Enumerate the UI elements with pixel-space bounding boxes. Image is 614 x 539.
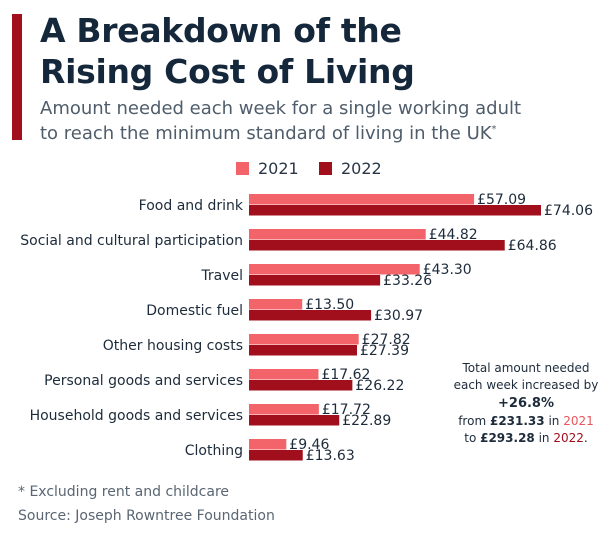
legend-swatch-2021 (236, 161, 249, 175)
data-label-2021-household-goods-and-services: £17.72 (322, 402, 371, 418)
data-label-2021-travel: £43.30 (423, 262, 472, 278)
data-label-2022-travel: £33.26 (383, 273, 432, 289)
annotation-in-word-b: in (538, 431, 550, 445)
annotation-to-line: to £293.28 in 2022. (443, 430, 609, 447)
annotation-from-value: £231.33 (489, 414, 545, 428)
bar-2022-personal-goods-and-services (249, 380, 353, 391)
bar-2022-household-goods-and-services (249, 415, 340, 426)
data-label-2021-food-and-drink: £57.09 (477, 192, 526, 208)
bar-2021-household-goods-and-services (249, 404, 319, 415)
bar-2021-domestic-fuel (249, 299, 303, 310)
subtitle-line-2: to reach the minimum standard of living … (40, 121, 600, 146)
subtitle-line-2-text: to reach the minimum standard of living … (40, 123, 492, 144)
data-label-2022-household-goods-and-services: £22.89 (342, 413, 391, 429)
data-label-2022-clothing: £13.63 (306, 448, 355, 464)
title-line-2: Rising Cost of Living (40, 52, 415, 91)
annotation-to-word: to (464, 431, 477, 445)
bar-2022-travel (249, 275, 381, 286)
legend-label-2021: 2021 (258, 158, 299, 178)
data-label-2021-social-and-cultural-participation: £44.82 (429, 227, 478, 243)
bar-2022-clothing (249, 450, 303, 461)
annotation-period: . (583, 431, 588, 445)
bar-2022-domestic-fuel (249, 310, 372, 321)
category-label-other-housing-costs: Other housing costs (103, 338, 243, 354)
legend-item-2022: 2022 (319, 158, 382, 178)
total-increase-annotation: Total amount needed each week increased … (443, 360, 609, 447)
bar-2021-clothing (249, 439, 287, 450)
data-label-2022-personal-goods-and-services: £26.22 (355, 378, 404, 394)
annotation-line-2: each week increased by (453, 378, 599, 392)
source-credit: Source: Joseph Rowntree Foundation (18, 508, 275, 524)
footnote: * Excluding rent and childcare (18, 484, 230, 500)
data-label-2021-domestic-fuel: £13.50 (305, 297, 354, 313)
category-label-domestic-fuel: Domestic fuel (146, 303, 243, 319)
legend-label-2022: 2022 (341, 158, 382, 178)
annotation-from-word: from (458, 414, 487, 428)
annotation-year-2021: 2021 (563, 414, 594, 428)
title-line-1: A Breakdown of the (40, 11, 402, 50)
bar-2022-other-housing-costs (249, 345, 357, 356)
legend-swatch-2022 (319, 161, 332, 175)
annotation-from-line: from £231.33 in 2021 (443, 413, 609, 430)
bar-2021-other-housing-costs (249, 334, 359, 345)
category-label-clothing: Clothing (185, 443, 243, 459)
data-label-2022-domestic-fuel: £30.97 (374, 308, 423, 324)
chart-title: A Breakdown of the Rising Cost of Living (40, 10, 600, 92)
chart-subtitle: Amount needed each week for a single wor… (40, 96, 600, 146)
data-label-2021-personal-goods-and-services: £17.62 (321, 367, 370, 383)
legend: 2021 2022 (0, 158, 614, 178)
title-accent-bar (12, 14, 22, 140)
annotation-in-word-a: in (548, 414, 560, 428)
data-label-2022-food-and-drink: £74.06 (544, 203, 593, 219)
category-label-household-goods-and-services: Household goods and services (30, 408, 243, 424)
data-label-2021-clothing: £9.46 (289, 437, 329, 453)
bar-2021-personal-goods-and-services (249, 369, 319, 380)
data-label-2021-other-housing-costs: £27.82 (362, 332, 411, 348)
annotation-line-1: Total amount needed (462, 361, 590, 375)
category-label-food-and-drink: Food and drink (139, 198, 244, 214)
bar-2021-travel (249, 264, 420, 275)
subtitle-line-1: Amount needed each week for a single wor… (40, 98, 522, 119)
annotation-year-2022: 2022 (553, 431, 584, 445)
data-label-2022-other-housing-costs: £27.39 (360, 343, 409, 359)
legend-item-2021: 2021 (236, 158, 299, 178)
category-label-personal-goods-and-services: Personal goods and services (44, 373, 243, 389)
annotation-percentage: +26.8% (498, 396, 554, 411)
data-label-2022-social-and-cultural-participation: £64.86 (508, 238, 557, 254)
category-label-travel: Travel (200, 268, 243, 284)
bar-2022-food-and-drink (249, 205, 541, 216)
annotation-to-value: £293.28 (480, 431, 535, 445)
bar-2022-social-and-cultural-participation (249, 240, 505, 251)
bar-2021-food-and-drink (249, 194, 475, 205)
category-label-social-and-cultural-participation: Social and cultural participation (20, 233, 243, 249)
bar-2021-social-and-cultural-participation (249, 229, 426, 240)
subtitle-footnote-marker: * (491, 124, 497, 135)
